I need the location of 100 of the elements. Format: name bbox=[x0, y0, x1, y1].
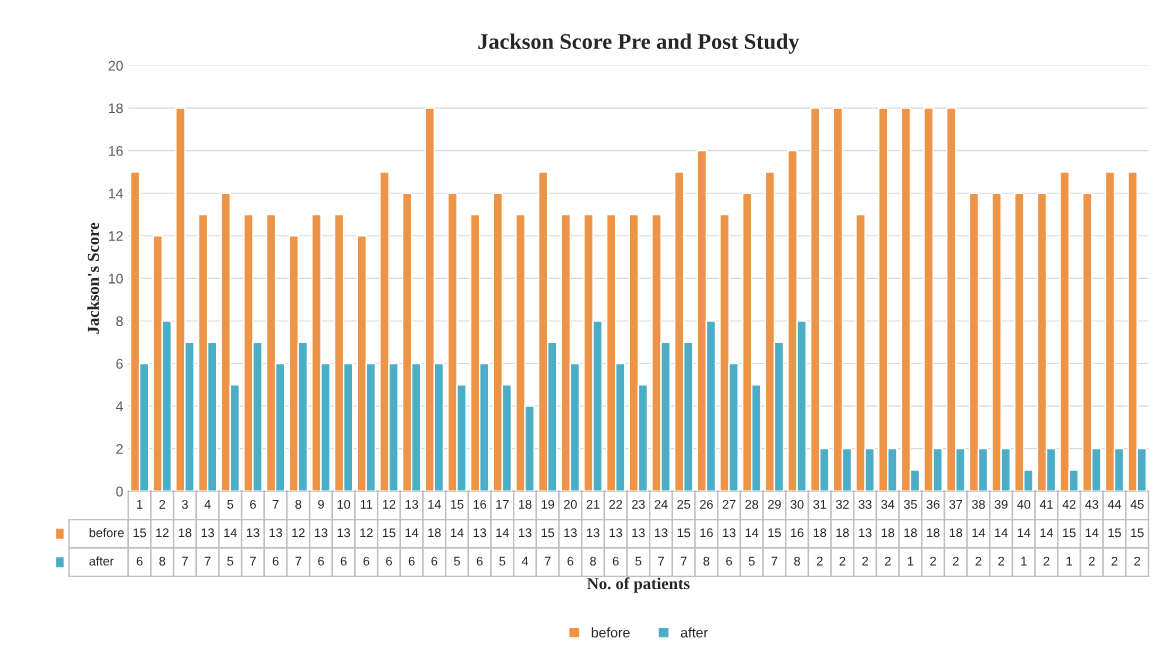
data-label: 6 bbox=[136, 556, 143, 566]
data-label: 13 bbox=[269, 528, 283, 538]
data-label: 6 bbox=[476, 556, 483, 566]
x-tick-label: 26 bbox=[700, 499, 713, 509]
y-tick-label: 18 bbox=[109, 103, 123, 114]
data-label: 16 bbox=[791, 528, 804, 538]
data-label: 6 bbox=[431, 556, 438, 566]
x-tick-label: 28 bbox=[745, 499, 759, 509]
x-tick-label: 40 bbox=[1017, 499, 1031, 509]
data-label: 13 bbox=[201, 528, 215, 538]
data-label: 16 bbox=[700, 528, 713, 538]
x-tick-label: 17 bbox=[496, 500, 509, 509]
data-label: 13 bbox=[655, 528, 668, 538]
x-tick-label: 38 bbox=[971, 499, 985, 509]
chart-title: Jackson Score Pre and Post Study bbox=[478, 33, 800, 54]
data-label: 5 bbox=[454, 556, 460, 566]
y-tick-label: 12 bbox=[109, 231, 123, 241]
legend-label: before bbox=[89, 528, 124, 538]
data-label: 7 bbox=[771, 556, 778, 566]
x-tick-label: 4 bbox=[204, 500, 211, 509]
data-label: 6 bbox=[567, 556, 574, 566]
y-tick-label: 8 bbox=[116, 316, 123, 327]
data-label: 13 bbox=[587, 528, 600, 538]
data-label: 12 bbox=[292, 528, 305, 538]
x-tick-label: 22 bbox=[609, 499, 623, 509]
x-tick-label: 15 bbox=[451, 500, 464, 509]
data-label: 12 bbox=[156, 528, 169, 538]
data-label: 13 bbox=[859, 528, 872, 538]
data-label: 2 bbox=[952, 556, 959, 566]
x-tick-label: 32 bbox=[835, 499, 849, 509]
x-tick-label: 31 bbox=[813, 499, 827, 509]
x-tick-label: 20 bbox=[564, 499, 577, 509]
data-label: 14 bbox=[496, 528, 509, 538]
y-tick-label: 14 bbox=[109, 188, 123, 199]
x-tick-label: 11 bbox=[360, 500, 373, 509]
data-label: 6 bbox=[318, 556, 324, 566]
x-tick-label: 18 bbox=[519, 499, 532, 509]
x-tick-label: 19 bbox=[541, 499, 555, 509]
data-label: 5 bbox=[227, 556, 234, 566]
data-label: 6 bbox=[340, 556, 347, 566]
x-tick-label: 27 bbox=[722, 499, 736, 509]
data-label: 2 bbox=[839, 556, 846, 566]
data-label: 6 bbox=[272, 556, 279, 566]
data-label: 6 bbox=[363, 556, 370, 566]
data-label: 14 bbox=[1017, 528, 1031, 538]
x-tick-label: 16 bbox=[473, 499, 487, 509]
y-tick-label: 20 bbox=[108, 60, 123, 71]
y-axis-title: Jackson's Score bbox=[87, 222, 100, 334]
data-label: 18 bbox=[881, 528, 895, 538]
x-tick-label: 45 bbox=[1130, 500, 1144, 509]
data-label: 18 bbox=[904, 528, 917, 538]
x-tick-label: 24 bbox=[654, 499, 668, 509]
data-label: 1 bbox=[1021, 556, 1027, 566]
data-label: 14 bbox=[995, 528, 1008, 538]
data-label: 13 bbox=[337, 528, 351, 538]
x-tick-label: 44 bbox=[1107, 500, 1122, 509]
x-tick-label: 41 bbox=[1039, 500, 1053, 509]
data-label: 7 bbox=[182, 556, 188, 566]
legend-label: after bbox=[89, 556, 114, 566]
x-tick-label: 6 bbox=[250, 499, 256, 509]
x-tick-label: 42 bbox=[1062, 499, 1076, 509]
data-label: 6 bbox=[726, 556, 732, 566]
x-tick-label: 37 bbox=[949, 499, 963, 509]
text: after bbox=[680, 627, 708, 638]
y-tick-label: 4 bbox=[115, 401, 123, 412]
data-label: 6 bbox=[408, 556, 415, 566]
data-label: 18 bbox=[927, 528, 940, 538]
x-tick-label: 34 bbox=[881, 499, 895, 509]
y-tick-label: 16 bbox=[109, 145, 123, 156]
data-label: 1 bbox=[907, 556, 914, 566]
data-label: 6 bbox=[386, 556, 392, 566]
data-label: 8 bbox=[703, 556, 710, 566]
data-label: 18 bbox=[428, 528, 441, 538]
data-label: 18 bbox=[178, 528, 192, 538]
data-label: 13 bbox=[246, 528, 260, 538]
data-label: 2 bbox=[930, 556, 936, 566]
y-tick-label: 10 bbox=[109, 273, 123, 284]
data-label: 8 bbox=[794, 556, 801, 566]
x-tick-label: 14 bbox=[428, 500, 441, 509]
data-label: 14 bbox=[1085, 528, 1099, 538]
data-label: 8 bbox=[590, 556, 596, 566]
data-label: 13 bbox=[723, 528, 736, 538]
data-label: 2 bbox=[998, 556, 1004, 566]
data-label: 6 bbox=[612, 556, 619, 566]
data-label: 14 bbox=[451, 528, 464, 538]
data-label: 14 bbox=[405, 528, 419, 538]
x-tick-label: 3 bbox=[181, 499, 188, 509]
x-tick-label: 12 bbox=[382, 499, 396, 509]
x-tick-label: 36 bbox=[926, 499, 940, 509]
data-label: 18 bbox=[836, 528, 849, 538]
x-axis-title: No. of patients bbox=[587, 577, 690, 593]
data-label: 15 bbox=[133, 528, 147, 538]
y-tick-label: 6 bbox=[116, 358, 123, 369]
data-label: 13 bbox=[473, 528, 487, 538]
data-label: 14 bbox=[972, 528, 986, 538]
data-label: 18 bbox=[813, 528, 827, 538]
data-label: 2 bbox=[1043, 556, 1050, 566]
data-label: 14 bbox=[745, 528, 759, 538]
x-tick-label: 35 bbox=[903, 499, 917, 509]
x-tick-label: 1 bbox=[137, 500, 143, 509]
